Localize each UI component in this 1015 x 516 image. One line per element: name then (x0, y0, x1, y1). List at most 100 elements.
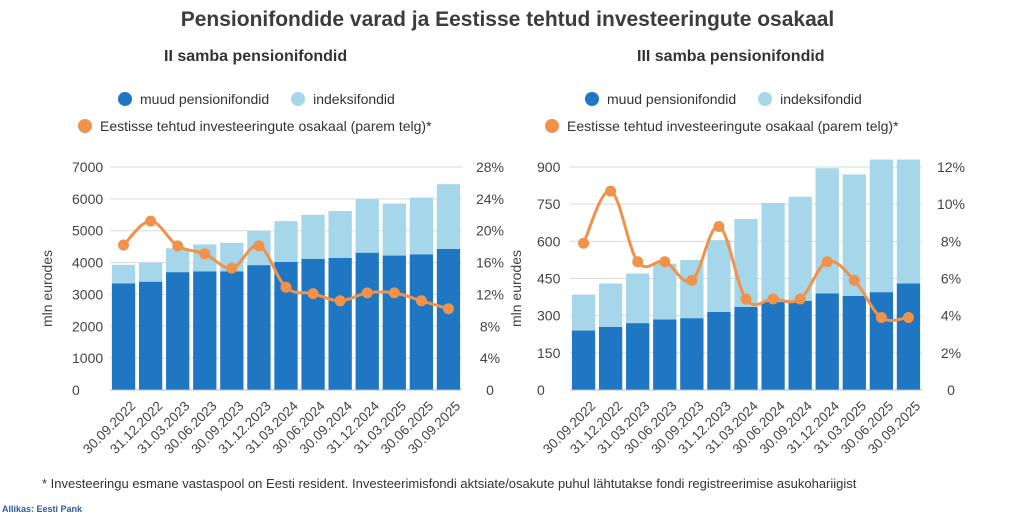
legend-item-osakaal: Eestisse tehtud investeeringute osakaal … (78, 118, 432, 134)
point-osakaal (605, 185, 617, 197)
legend-label-indeks: indeksifondid (780, 91, 862, 107)
chart-iii: 0 150 300 450 600 750 900 0 2% 4% 6% 8% 10% 12% mln eu… (508, 159, 965, 457)
y-tick-label: 0 (72, 382, 80, 398)
y-tick-label: 900 (537, 159, 561, 175)
legend-swatch-muud (585, 92, 599, 106)
point-osakaal (307, 288, 319, 300)
bar-muud (626, 323, 650, 390)
legend-swatch-osakaal (78, 119, 92, 133)
bar-indeks (788, 196, 812, 301)
y-axis-title: mln eurodes (39, 250, 55, 327)
main-title: Pensionifondide varad ja Eestisse tehtud… (180, 8, 835, 31)
bar-muud (138, 281, 163, 390)
bar-muud (869, 292, 894, 390)
y2-tick-label: 24% (476, 191, 504, 207)
y2-tick-label: 8% (480, 318, 500, 334)
bar-muud (598, 326, 623, 390)
y2-tick-label: 20% (476, 223, 504, 239)
bar-indeks (436, 184, 461, 249)
bar-muud (734, 306, 758, 390)
bar-muud (166, 272, 190, 390)
legend-item-indeks: indeksifondid (291, 91, 395, 107)
source-note: Allikas: Eesti Pank (2, 504, 83, 514)
legend-swatch-muud (118, 92, 132, 106)
bar-muud (436, 248, 461, 390)
bar-indeks (166, 248, 190, 273)
y2-tick-label: 12% (476, 286, 504, 302)
bar-muud (842, 295, 866, 390)
point-osakaal (253, 240, 265, 252)
point-osakaal (442, 303, 454, 315)
legend-ii-row2: Eestisse tehtud investeeringute osakaal … (78, 118, 450, 136)
y-tick-label: 2000 (72, 318, 103, 334)
point-osakaal (172, 240, 184, 252)
legend-item-muud: muud pensionifondid (118, 91, 269, 107)
legend-item-indeks: indeksifondid (758, 91, 862, 107)
bar-indeks (707, 240, 731, 312)
bar-indeks (842, 174, 866, 296)
y-tick-label: 750 (537, 196, 561, 212)
y-axis-title: mln eurodes (508, 250, 524, 327)
y-tick-label: 1000 (72, 350, 103, 366)
bar-muud (896, 283, 921, 390)
bar-muud (680, 318, 704, 390)
point-osakaal (875, 312, 887, 324)
bar-indeks (138, 262, 163, 282)
point-osakaal (713, 220, 725, 232)
point-osakaal (821, 256, 833, 268)
bar-indeks (382, 203, 406, 256)
y2-tick-label: 8% (941, 233, 961, 249)
legend-swatch-osakaal (545, 119, 559, 133)
panel-title-iii: III samba pensionifondid (637, 48, 825, 65)
y2-tick-label: 0 (486, 382, 494, 398)
y2-tick-label: 28% (476, 159, 504, 175)
bar-indeks (598, 283, 623, 327)
y2-tick-label: 6% (941, 271, 961, 287)
y-tick-label: 300 (537, 308, 561, 324)
bar-muud (571, 330, 596, 390)
panel-title-ii: II samba pensionifondid (164, 48, 348, 65)
bar-muud (815, 293, 839, 390)
y-tick-label: 5000 (72, 223, 103, 239)
legend-swatch-indeks (758, 92, 773, 106)
legend-iii-row1: muud pensionifondid indeksifondid (585, 91, 880, 109)
y2-tick-label: 4% (480, 350, 500, 366)
bar-muud (761, 302, 785, 390)
point-osakaal (388, 287, 400, 299)
point-osakaal (686, 274, 698, 286)
point-osakaal (767, 293, 779, 305)
bar-indeks (869, 159, 894, 293)
bar-indeks (355, 199, 379, 253)
point-osakaal (632, 256, 644, 268)
point-osakaal (226, 262, 238, 274)
bar-indeks (111, 264, 136, 284)
y2-tick-label: 12% (937, 159, 965, 175)
point-osakaal (145, 215, 157, 227)
bar-muud (274, 261, 298, 390)
legend-label-osakaal: Eestisse tehtud investeeringute osakaal … (100, 118, 432, 134)
point-osakaal (740, 293, 752, 305)
legend-iii-row2: Eestisse tehtud investeeringute osakaal … (545, 118, 917, 136)
y2-tick-label: 10% (937, 196, 965, 212)
point-osakaal (578, 237, 590, 249)
bar-indeks (896, 159, 921, 284)
point-osakaal (334, 295, 346, 307)
bar-indeks (653, 263, 677, 320)
bar-muud (247, 265, 271, 390)
bar-muud (301, 258, 325, 390)
bar-muud (409, 254, 434, 390)
point-osakaal (794, 293, 806, 305)
point-osakaal (280, 281, 292, 293)
y2-tick-label: 16% (476, 255, 504, 271)
point-osakaal (118, 239, 130, 251)
bar-muud (382, 255, 406, 390)
y2-tick-label: 4% (941, 308, 961, 324)
bar-muud (220, 271, 244, 390)
legend-item-osakaal: Eestisse tehtud investeeringute osakaal … (545, 118, 899, 134)
y2-tick-label: 0 (947, 382, 955, 398)
point-osakaal (361, 287, 373, 299)
y-tick-label: 3000 (72, 286, 103, 302)
legend-swatch-indeks (291, 92, 306, 106)
bar-indeks (571, 294, 596, 331)
y-tick-label: 7000 (72, 159, 103, 175)
